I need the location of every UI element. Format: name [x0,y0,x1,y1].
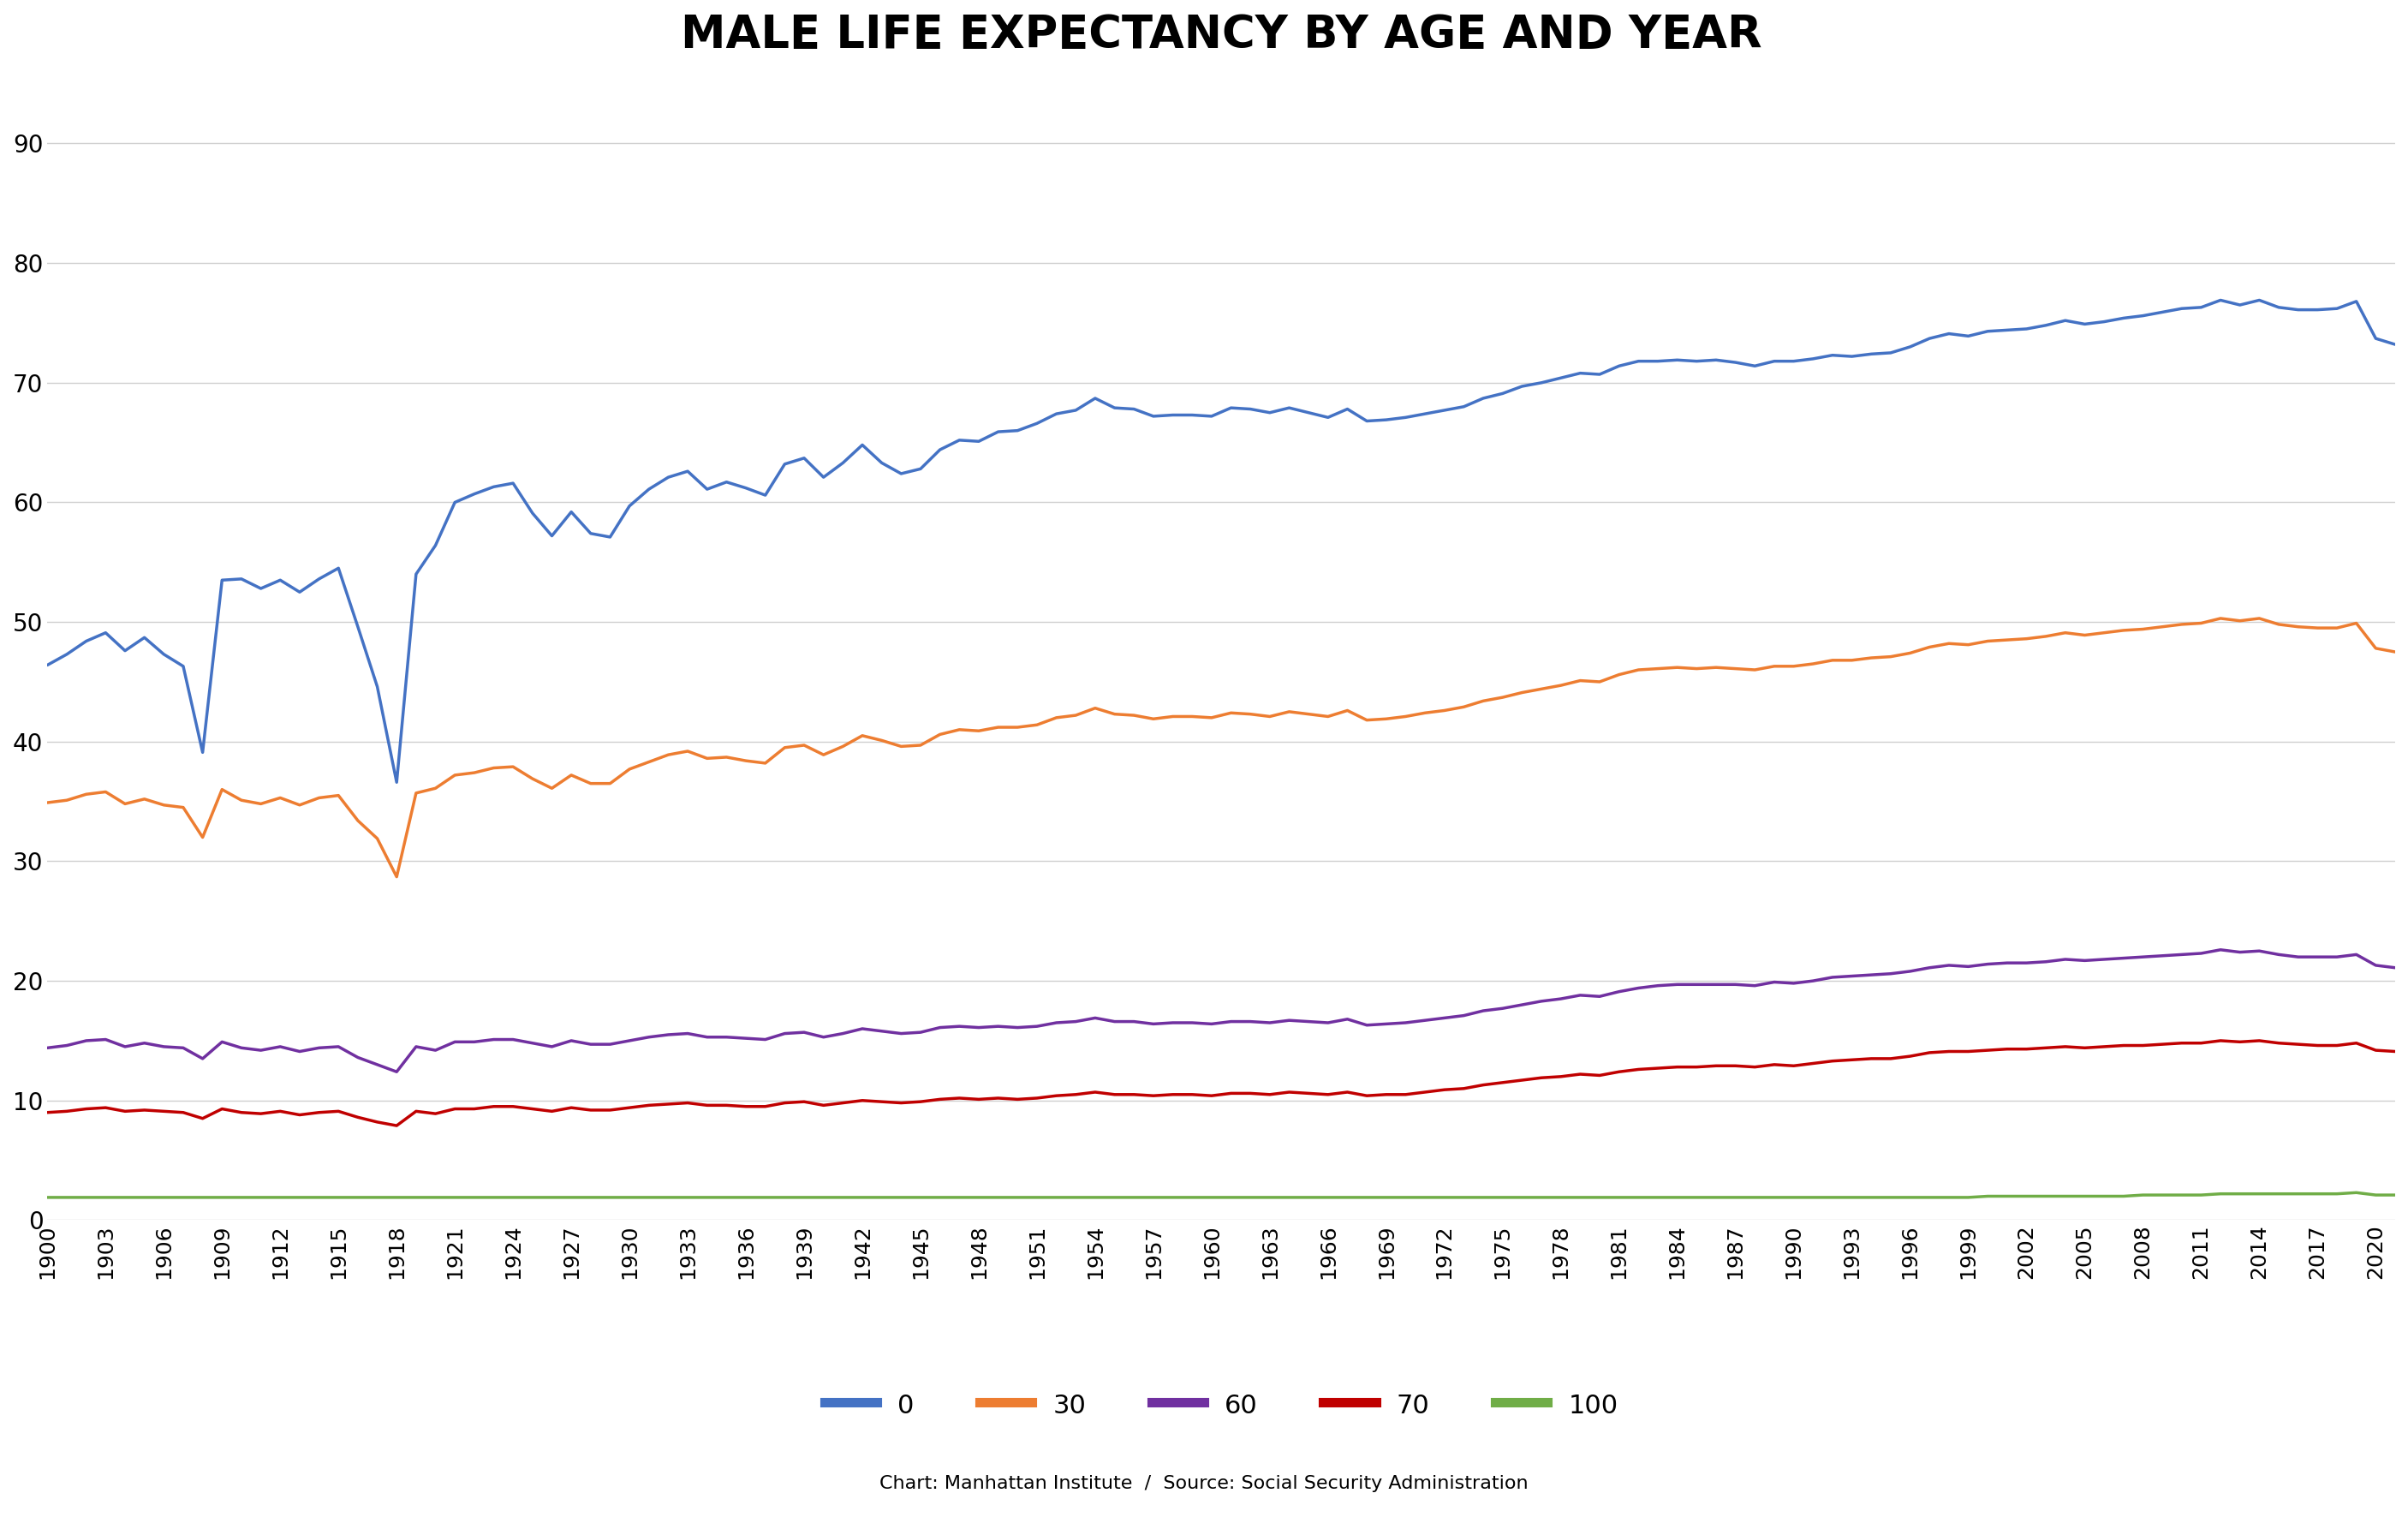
Text: Chart: Manhattan Institute  /  Source: Social Security Administration: Chart: Manhattan Institute / Source: Soc… [879,1476,1529,1493]
Legend: 0, 30, 60, 70, 100: 0, 30, 60, 70, 100 [814,1381,1628,1429]
Title: MALE LIFE EXPECTANCY BY AGE AND YEAR: MALE LIFE EXPECTANCY BY AGE AND YEAR [681,12,1763,58]
